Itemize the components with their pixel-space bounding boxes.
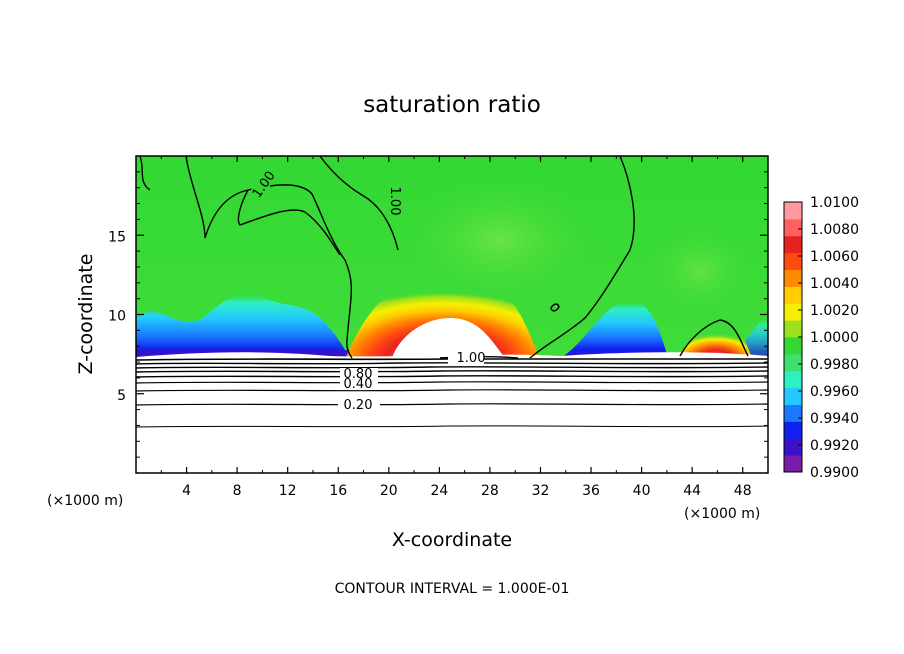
dry-region-right [560,300,668,358]
x-tick-label: 44 [683,483,701,499]
contour-line [185,156,353,359]
contour-line [136,389,768,392]
saturated-core [392,318,505,358]
plot-area: 1.00 1.00 1.00 0.80 0.40 0.20 [136,156,768,473]
colorbar-swatch [784,269,802,287]
y-tick-label: 10 [108,309,126,325]
contour-label: 0.20 [344,398,373,413]
x-unit-label-left: (×1000 m) [47,493,123,509]
x-tick-label: 40 [633,483,651,499]
x-tick-label: 24 [430,483,448,499]
x-tick-label: 48 [734,483,752,499]
chart-title: saturation ratio [363,92,541,118]
contour-line [136,362,768,365]
colorbar-label: 1.0040 [810,276,859,292]
contour-line [139,156,151,191]
contour-interval-note: CONTOUR INTERVAL = 1.000E-01 [335,581,570,597]
x-tick-label: 8 [233,483,242,499]
colorbar-label: 1.0100 [810,195,859,211]
colorbar-swatch [784,387,802,405]
contour-line [136,366,768,369]
colorbar: 1.0100 1.0080 1.0060 1.0040 1.0020 1.0000 0.99… [783,195,859,481]
contour-label: 1.00 [387,187,402,216]
colorbar-swatch [784,421,802,439]
colorbar-swatch [784,370,802,389]
colorbar-swatch [784,320,802,338]
colorbar-swatch [784,353,802,372]
moist-region-right [680,322,752,358]
contours-lower [136,357,768,428]
colorbar-swatch [784,218,802,237]
colorbar-swatch [784,404,802,422]
x-tick-label: 16 [329,483,347,499]
x-tick-label: 32 [532,483,550,499]
colorbar-swatch [784,438,802,456]
colorbar-swatch [784,252,802,270]
contour-line [136,381,768,384]
x-tick-label: 36 [582,483,600,499]
colorbar-label: 1.0060 [810,249,859,265]
x-tick-label: 28 [481,483,499,499]
dry-region-left [136,291,350,360]
y-axis-title: Z-coordinate [75,254,97,375]
contour-line [679,319,749,357]
x-tick-label: 4 [182,483,191,499]
x-unit-label-right: (×1000 m) [684,506,760,522]
contour-line [529,156,635,359]
colorbar-label: 1.0000 [810,330,859,346]
y-tick-label: 5 [117,388,126,404]
colorbar-swatch [784,303,802,321]
colorbar-label: 1.0080 [810,222,859,238]
colorbar-label: 0.9920 [810,438,859,454]
contour-line [319,156,399,251]
contour-label: 1.00 [457,351,486,366]
contour-line [237,189,341,256]
x-axis-title: X-coordinate [392,529,512,551]
colorbar-swatch [784,286,802,304]
moist-region-center [345,268,540,360]
y-tick-label: 15 [108,229,126,245]
contour-line [136,375,768,378]
contour-line [136,425,768,428]
colorbar-label: 0.9960 [810,384,859,400]
colorbar-swatch [784,202,802,220]
colorbar-swatch [784,235,802,254]
y-axis: 5 10 15 [108,171,768,458]
x-axis: 4 8 12 16 20 24 28 32 36 40 44 48 [160,156,752,499]
contour-line [550,303,560,312]
colorbar-label: 0.9940 [810,411,859,427]
colorbar-label: 1.0020 [810,303,859,319]
x-tick-label: 12 [279,483,297,499]
contour-label: 0.40 [344,377,373,392]
colorbar-swatch [784,337,802,355]
colorbar-label: 0.9900 [810,465,859,481]
colorbar-swatch [784,455,802,473]
contour-line [136,370,768,373]
x-tick-label: 20 [380,483,398,499]
contour-line [136,403,768,406]
colorbar-label: 0.9980 [810,357,859,373]
light-patch-right [640,220,760,320]
